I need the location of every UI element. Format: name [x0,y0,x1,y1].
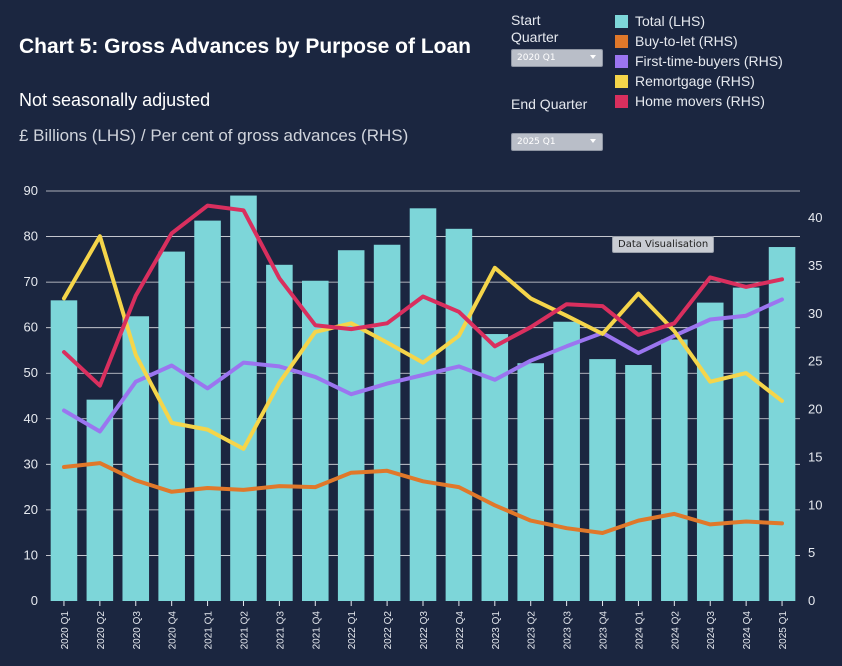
bar-total [661,339,688,601]
y-right-tick-label: 15 [808,449,822,464]
data-visualisation-tooltip: Data Visualisation [612,236,715,253]
x-tick-label: 2023 Q2 [527,611,538,650]
y-right-tick-label: 25 [808,354,822,369]
start-quarter-select[interactable]: 2020 Q1 [511,49,603,67]
chart-legend: Total (LHS) Buy-to-let (RHS) First-time-bu… [615,11,783,111]
y-left-tick-label: 40 [24,411,38,426]
x-tick-label: 2020 Q2 [96,611,107,650]
y-right-tick-label: 0 [808,593,815,608]
x-tick-label: 2022 Q3 [419,611,430,650]
x-tick-label: 2022 Q1 [347,611,358,650]
y-left-tick-label: 50 [24,365,38,380]
end-quarter-value: 2025 Q1 [517,137,556,147]
end-quarter-label: End Quarter [511,96,588,112]
page-title: Chart 5: Gross Advances by Purpose of Lo… [19,35,471,58]
x-tick-label: 2021 Q3 [275,611,286,650]
legend-label: First-time-buyers (RHS) [635,53,783,69]
legend-swatch [615,94,628,108]
bar-total [768,247,796,602]
legend-swatch [615,74,628,88]
series-line [62,234,784,451]
series-line [62,297,784,434]
start-quarter-label: Start Quarter [511,12,559,45]
bar-total [230,195,257,602]
bar-total [517,363,544,601]
series-line [62,461,784,535]
y-right-tick-label: 30 [808,306,822,321]
x-tick-label: 2023 Q1 [491,611,502,650]
legend-item: First-time-buyers (RHS) [615,51,783,71]
legend-swatch [615,34,628,48]
legend-label: Home movers (RHS) [635,93,765,109]
x-tick-label: 2021 Q4 [311,611,322,650]
units-label: £ Billions (LHS) / Per cent of gross adv… [19,126,409,145]
y-right-tick-label: 40 [808,210,822,225]
bar-total [553,321,580,601]
y-left-tick-label: 70 [24,274,38,289]
legend-item: Remortgage (RHS) [615,71,783,91]
legend-label: Buy-to-let (RHS) [635,33,738,49]
y-left-tick-label: 80 [24,229,38,244]
y-left-tick-label: 10 [24,547,38,562]
y-right-tick-label: 10 [808,497,822,512]
legend-swatch [615,54,628,68]
legend-swatch [615,14,628,28]
y-left-tick-label: 20 [24,502,38,517]
y-left-tick-label: 30 [24,456,38,471]
bar-total [373,244,401,601]
legend-item: Home movers (RHS) [615,91,783,111]
legend-item: Buy-to-let (RHS) [615,31,783,51]
y-left-tick-label: 60 [24,320,38,335]
x-tick-label: 2023 Q4 [599,611,610,650]
x-tick-label: 2022 Q4 [455,611,466,650]
x-tick-label: 2021 Q1 [204,611,215,650]
x-tick-label: 2024 Q1 [634,611,645,650]
end-quarter-select[interactable]: 2025 Q1 [511,133,603,151]
bar-total [589,359,616,601]
bar-total [409,208,437,602]
bar-total [445,228,473,602]
x-tick-label: 2021 Q2 [239,611,250,650]
bar-total [732,287,760,601]
bar-total [696,302,724,601]
legend-label: Total (LHS) [635,13,706,29]
legend-item: Total (LHS) [615,11,783,31]
x-tick-label: 2024 Q4 [742,611,753,650]
chevron-down-icon [590,139,596,143]
series-line [62,203,784,388]
x-tick-label: 2024 Q2 [670,611,681,650]
x-tick-label: 2020 Q3 [132,611,143,650]
y-left-tick-label: 90 [24,183,38,198]
chart-subtitle: Not seasonally adjusted [19,90,211,110]
x-tick-label: 2023 Q3 [563,611,574,650]
bar-total [337,250,365,601]
y-left-tick-label: 0 [31,593,38,608]
y-right-tick-label: 35 [808,258,822,273]
x-tick-label: 2020 Q1 [60,611,71,650]
bar-total [625,365,652,601]
start-quarter-value: 2020 Q1 [517,53,556,63]
bar-total [194,220,221,601]
bar-total [50,300,78,601]
x-tick-label: 2024 Q3 [706,611,717,650]
y-right-tick-label: 5 [808,545,815,560]
chevron-down-icon [590,55,596,59]
x-tick-label: 2020 Q4 [168,611,179,650]
x-tick-label: 2025 Q1 [778,611,789,650]
bar-total [122,316,150,601]
legend-label: Remortgage (RHS) [635,73,755,89]
x-tick-label: 2022 Q2 [383,611,394,650]
y-right-tick-label: 20 [808,402,822,417]
bar-total [266,264,293,601]
